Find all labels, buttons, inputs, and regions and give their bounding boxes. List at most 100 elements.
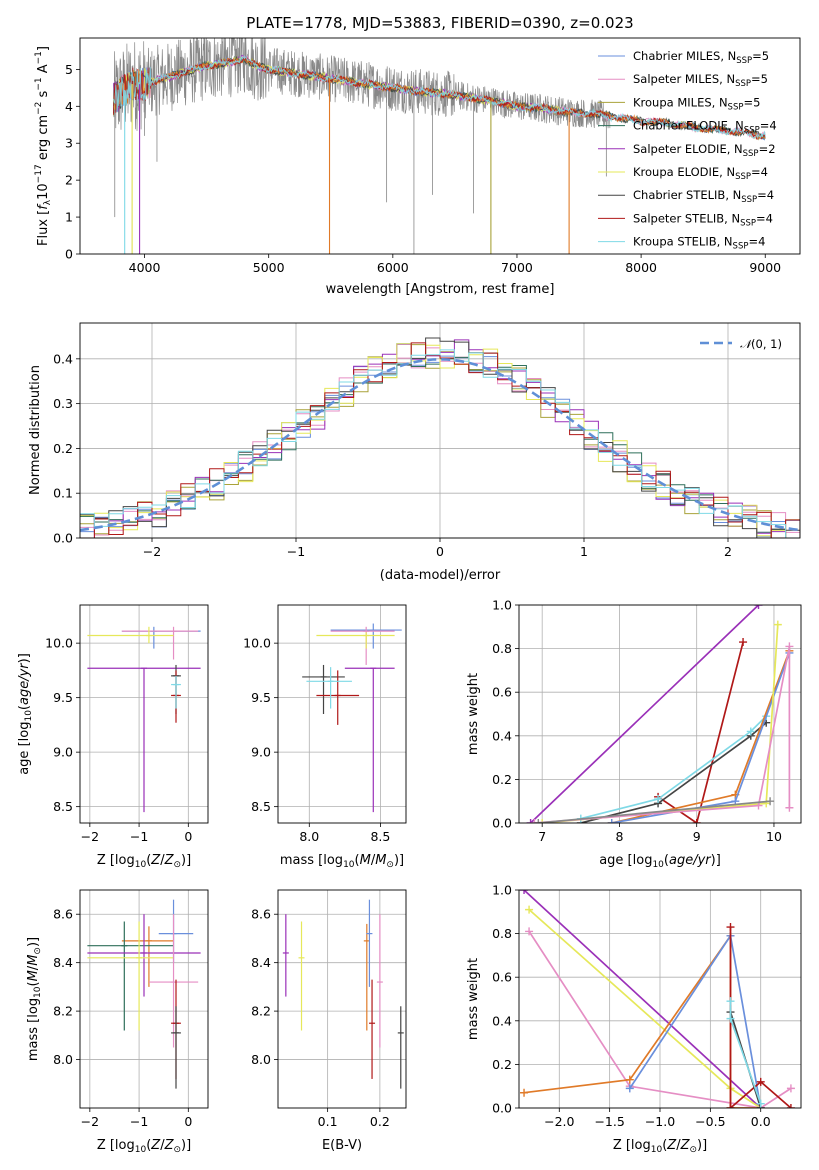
y-axis-label: age [log10(age/yr)]	[17, 653, 34, 775]
x-tick-label: −1.5	[594, 1114, 624, 1129]
legend-label-main: Kroupa STELIB, N	[633, 235, 733, 249]
legend-label-main: Kroupa ELODIE, N	[633, 165, 735, 179]
weight-series-line	[657, 641, 744, 823]
x-tick-label: −2	[143, 544, 161, 559]
y-tick-label: 2	[65, 173, 73, 188]
y-tick-label: 8.4	[251, 955, 271, 970]
y-tick-label: 8.6	[251, 907, 271, 922]
weight-point-marker	[625, 1084, 634, 1093]
observed-spectrum-line	[113, 38, 611, 131]
y-tick-label: 9.5	[53, 690, 73, 705]
x-tick-label: 0	[436, 544, 444, 559]
weight-series-line	[580, 722, 767, 823]
weight-vs-metallicity-panel: −2.0 −1.5 −1.0 −0.5 0.0 0.0 0.2 0.4 0.6 0.8 1.0 Z […	[466, 883, 802, 1155]
x-tick-label: 1	[580, 544, 588, 559]
plot-area	[80, 337, 800, 538]
weight-point-marker	[726, 1104, 735, 1108]
legend-label-tail: =4	[748, 235, 765, 249]
x-tick-label: 0	[184, 1114, 192, 1129]
y-tick-label: 0	[65, 247, 73, 262]
model-spectrum-line	[113, 54, 766, 139]
y-tick-label: 8.5	[53, 799, 73, 814]
weight-point-marker	[534, 819, 543, 823]
plot-area	[526, 605, 794, 823]
axes-frame	[277, 889, 407, 1109]
axes-frame	[79, 889, 209, 1109]
legend-label: Chabrier MILES, NSSP=5	[633, 49, 769, 66]
legend-label: Chabrier ELODIE, NSSP=4	[633, 119, 777, 136]
weight-vs-age-panel: 7 8 9 10 0.0 0.2 0.4 0.6 0.8 1.0 age [log10(age/yr…	[466, 598, 802, 870]
y-tick-label: 1	[65, 210, 73, 225]
x-tick-label: −2.0	[544, 1114, 574, 1129]
legend-label-tail: =5	[752, 49, 769, 63]
weight-series-line	[528, 908, 762, 1108]
y-tick-label: 3	[65, 136, 73, 151]
x-axis-label: mass [log10(M/M⊙)]	[280, 853, 404, 870]
weight-point-marker	[607, 819, 616, 823]
age-vs-mass-panel: 8.0 8.5 8.5 9.0 9.5 10.0 mass [log10(M/M⊙)]	[243, 604, 407, 870]
weight-point-marker	[526, 819, 535, 823]
weight-point-marker	[525, 927, 534, 936]
weight-series-line	[530, 605, 760, 823]
legend-label-tail: =4	[751, 165, 768, 179]
x-tick-label: −1	[130, 1114, 148, 1129]
residual-histogram-panel: −2 −1 0 1 2 0.0 0.1 0.2 0.3 0.4 𝒩(0, 1) (data-model…	[28, 322, 801, 583]
weight-series-line	[611, 652, 791, 823]
weight-point-marker	[726, 997, 735, 1006]
weight-point-marker	[726, 923, 735, 932]
legend-label-sub: SSP	[741, 195, 757, 205]
y-tick-label: 0.6	[492, 970, 512, 985]
y-axis-label: mass weight	[466, 673, 481, 755]
y-tick-label: 5	[65, 62, 73, 77]
legend-label-main: Salpeter ELODIE, N	[633, 142, 743, 156]
y-axis-label: mass weight	[466, 958, 481, 1040]
x-tick-label: 8000	[625, 260, 657, 275]
y-tick-label: 8.0	[251, 1052, 271, 1067]
legend-label: Salpeter MILES, NSSP=5	[633, 72, 768, 89]
weight-point-marker	[756, 1099, 765, 1108]
y-tick-label: 10.0	[243, 636, 271, 651]
y-tick-label: 9.5	[251, 690, 271, 705]
legend-label-tail: =5	[751, 72, 768, 86]
x-tick-label: 0.0	[751, 1114, 771, 1129]
x-tick-label: 8.5	[370, 829, 390, 844]
weight-point-marker	[654, 795, 663, 804]
x-tick-label: 2	[724, 544, 732, 559]
y-tick-label: 8.2	[251, 1004, 271, 1019]
plot-area	[113, 38, 766, 254]
legend-label-sub: SSP	[733, 242, 749, 252]
legend-label-tail: =4	[760, 119, 777, 133]
weight-series-line	[534, 646, 791, 823]
y-tick-label: 0.2	[492, 772, 512, 787]
y-tick-label: 9.0	[53, 745, 73, 760]
weight-point-marker	[530, 819, 539, 823]
x-tick-label: 8	[615, 829, 623, 844]
y-tick-label: 0.2	[492, 1057, 512, 1072]
legend-label-sub: SSP	[740, 218, 756, 228]
y-tick-label: 0.8	[492, 926, 512, 941]
weight-point-marker	[785, 803, 794, 812]
x-axis-label: Z [log10(Z/Z⊙)]	[613, 1138, 707, 1155]
weight-series-line	[729, 1001, 762, 1104]
weight-series-line	[611, 650, 791, 823]
x-tick-label: 0.2	[370, 1114, 390, 1129]
legend-label-tail: =5	[743, 95, 760, 109]
legend-label: Chabrier STELIB, NSSP=4	[633, 188, 774, 205]
y-tick-label: 0.2	[53, 441, 73, 456]
x-tick-label: −0.5	[695, 1114, 725, 1129]
weight-point-marker	[786, 1084, 795, 1093]
age-vs-metallicity-panel: −2 −1 0 8.5 9.0 9.5 10.0 Z [log10(Z/Z⊙)] age [lo…	[17, 604, 209, 870]
legend-label-main: Chabrier MILES, N	[633, 49, 736, 63]
plot-area	[520, 890, 795, 1108]
chart-title: PLATE=1778, MJD=53883, FIBERID=0390, z=0…	[246, 14, 633, 32]
y-tick-label: 0.0	[53, 531, 73, 546]
y-tick-label: 8.4	[53, 955, 73, 970]
weight-series-line	[629, 933, 762, 1108]
legend-label-sub: SSP	[743, 149, 759, 159]
legend-label-main: Kroupa MILES, N	[633, 95, 728, 109]
plot-area	[282, 899, 404, 1089]
legend-label: Salpeter STELIB, NSSP=4	[633, 211, 773, 228]
legend-label-main: Chabrier STELIB, N	[633, 188, 741, 202]
weight-point-marker	[520, 890, 529, 894]
weight-point-marker	[538, 819, 547, 823]
